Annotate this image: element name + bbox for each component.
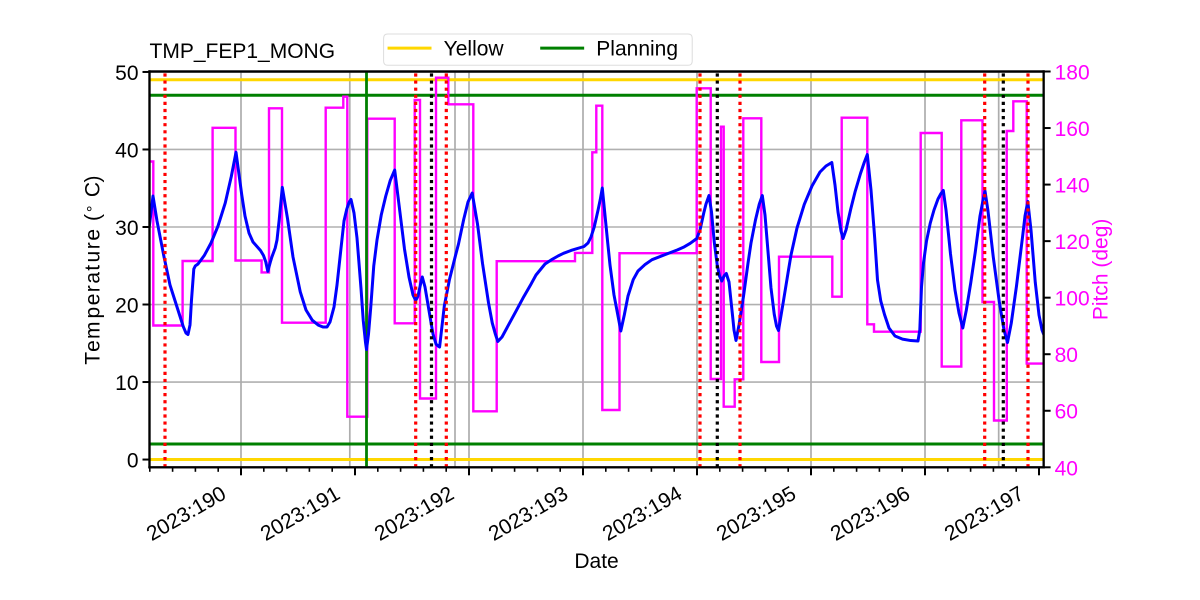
svg-text:T e m p: T e m p e r a t u r e ( C ) ° [81, 171, 104, 364]
svg-text:60: 60 [1055, 401, 1078, 424]
svg-text:50: 50 [115, 62, 138, 85]
svg-text:Pitch (deg): Pitch (deg) [1090, 219, 1113, 321]
svg-text:Planning: Planning [596, 37, 678, 60]
svg-text:10: 10 [115, 372, 138, 395]
svg-text:40: 40 [115, 139, 138, 162]
svg-text:120: 120 [1055, 231, 1090, 254]
svg-text:80: 80 [1055, 344, 1078, 367]
svg-text:TMP_FEP1_MONG: TMP_FEP1_MONG [150, 40, 336, 63]
svg-text:100: 100 [1055, 288, 1090, 311]
svg-text:Date: Date [574, 550, 618, 573]
svg-text:Yellow: Yellow [444, 37, 505, 60]
svg-text:140: 140 [1055, 175, 1090, 198]
svg-text:160: 160 [1055, 118, 1090, 141]
svg-text:40: 40 [1055, 457, 1078, 480]
svg-text:0: 0 [127, 450, 139, 473]
svg-text:180: 180 [1055, 61, 1090, 84]
svg-text:30: 30 [115, 217, 138, 240]
svg-text:20: 20 [115, 294, 138, 317]
